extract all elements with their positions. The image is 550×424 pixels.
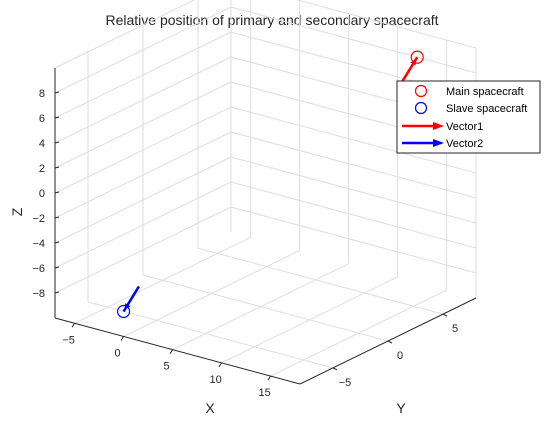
z-tick-mark (54, 191, 60, 194)
x-tick-label: 15 (258, 387, 270, 399)
y-tick-label: 5 (452, 323, 458, 335)
z-gridline-left (54, 81, 232, 169)
legend-label-vector2: Vector2 (446, 138, 483, 150)
x-tick-mark (71, 323, 76, 328)
y-tick-mark (332, 367, 338, 371)
y-axis-label: Y (396, 400, 406, 416)
z-gridline-left (54, 156, 232, 244)
z-tick-label: −2 (32, 213, 45, 225)
x-tick-mark (120, 336, 125, 341)
z-tick-mark (54, 141, 60, 144)
z-tick-label: −6 (32, 263, 45, 275)
z-gridline-left (54, 181, 232, 269)
z-gridline-left (54, 131, 232, 219)
tick-layer: −5 0 5 10 15 −5 0 5 −8 −6 −4 −2 0 2 4 6 8 (32, 88, 458, 399)
y-tick-label: 0 (397, 350, 403, 362)
z-tick-label: 4 (39, 138, 45, 150)
z-gridline-back (230, 206, 477, 274)
y-tick-mark (387, 340, 393, 344)
left-top-edge (54, 0, 196, 69)
x-tick-label: 10 (209, 374, 221, 386)
grid-layer (54, 0, 477, 377)
marker-main-spacecraft (410, 50, 424, 64)
x-tick-mark (218, 362, 223, 368)
z-tick-mark (54, 241, 60, 244)
z-tick-mark (54, 116, 60, 119)
x-axis-label: X (205, 400, 215, 416)
y-gridline-floor (142, 274, 389, 342)
legend-label-vector1: Vector1 (446, 121, 483, 133)
z-gridline-back (230, 181, 477, 249)
x-tick-mark (267, 375, 272, 381)
data-layer (116, 50, 424, 319)
z-tick-mark (54, 166, 60, 169)
z-tick-label: −4 (32, 238, 45, 250)
legend-box (396, 80, 541, 154)
legend-arrowhead-vector2 (433, 139, 444, 147)
z-tick-mark (54, 266, 60, 269)
z-gridline-back (230, 156, 477, 224)
x-axis-line (54, 317, 301, 385)
y-tick-label: −5 (339, 377, 352, 389)
z-gridline-back (230, 6, 477, 74)
z-gridline-left (54, 6, 232, 94)
legend-label-slave: Slave spacecraft (446, 103, 527, 115)
legend-marker-slave (414, 101, 428, 115)
legend-arrowhead-vector1 (433, 122, 444, 130)
z-tick-label: 6 (39, 113, 45, 125)
x-tick-label: 0 (115, 347, 121, 359)
z-tick-mark (54, 91, 60, 94)
arrow-vector1-head (410, 58, 417, 66)
z-gridline-left (54, 31, 232, 119)
z-tick-label: 8 (39, 88, 45, 100)
z-gridline-back (230, 106, 477, 174)
z-tick-mark (54, 216, 60, 219)
legend-marker-main (414, 84, 428, 98)
z-gridline-left (54, 56, 232, 144)
z-tick-label: 0 (39, 188, 45, 200)
z-gridline-back (230, 131, 477, 199)
back-top-edge (295, 0, 477, 49)
x-tick-label: −5 (62, 334, 75, 346)
z-tick-label: −8 (32, 288, 45, 300)
z-gridline-left (54, 206, 232, 294)
z-tick-mark (54, 291, 60, 294)
z-axis-label: Z (9, 207, 25, 216)
marker-slave-spacecraft (116, 304, 131, 319)
arrow-vector2-head (124, 303, 131, 310)
y-tick-mark (442, 313, 448, 317)
z-gridline-left (54, 106, 232, 194)
chart-title: Relative position of primary and seconda… (105, 12, 438, 28)
z-tick-label: 2 (39, 163, 45, 175)
legend: Main spacecraft Slave spacecraft Vector1… (396, 80, 541, 154)
x-tick-mark (169, 349, 174, 354)
x-tick-label: 5 (164, 361, 170, 373)
y-gridline-floor (197, 247, 444, 315)
legend-label-main: Main spacecraft (446, 86, 524, 98)
